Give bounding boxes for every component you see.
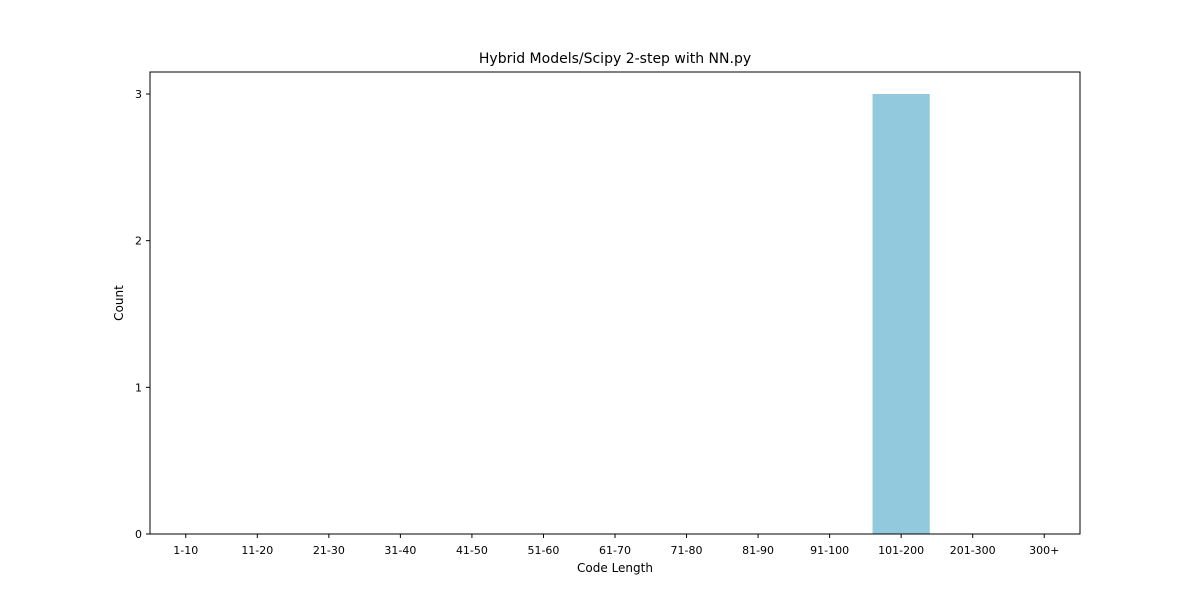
x-tick-label: 11-20 <box>241 544 273 557</box>
bars-group <box>872 94 930 534</box>
x-tick-label: 101-200 <box>878 544 924 557</box>
x-tick-label: 201-300 <box>950 544 996 557</box>
x-tick-label: 300+ <box>1029 544 1059 557</box>
x-axis-label: Code Length <box>577 561 653 575</box>
x-tick-label: 21-30 <box>313 544 345 557</box>
y-tick-label: 0 <box>135 528 142 541</box>
x-tick-label: 51-60 <box>527 544 559 557</box>
x-tick-label: 41-50 <box>456 544 488 557</box>
bar-101-200 <box>872 94 930 534</box>
x-tick-label: 91-100 <box>810 544 849 557</box>
x-tick-label: 81-90 <box>742 544 774 557</box>
y-axis-label: Count <box>112 285 126 321</box>
x-tick-label: 61-70 <box>599 544 631 557</box>
x-tick-label: 31-40 <box>384 544 416 557</box>
x-tick-label: 1-10 <box>173 544 198 557</box>
chart-title: Hybrid Models/Scipy 2-step with NN.py <box>479 51 751 67</box>
x-axis-ticks: 1-10 11-20 21-30 31-40 41-50 51-60 61-70 71-80 8… <box>173 534 1059 557</box>
x-tick-label: 71-80 <box>671 544 703 557</box>
y-tick-label: 3 <box>135 88 142 101</box>
y-axis-ticks: 0 1 2 3 <box>135 88 150 541</box>
y-tick-label: 2 <box>135 235 142 248</box>
y-tick-label: 1 <box>135 381 142 394</box>
plot-frame <box>149 71 1081 535</box>
